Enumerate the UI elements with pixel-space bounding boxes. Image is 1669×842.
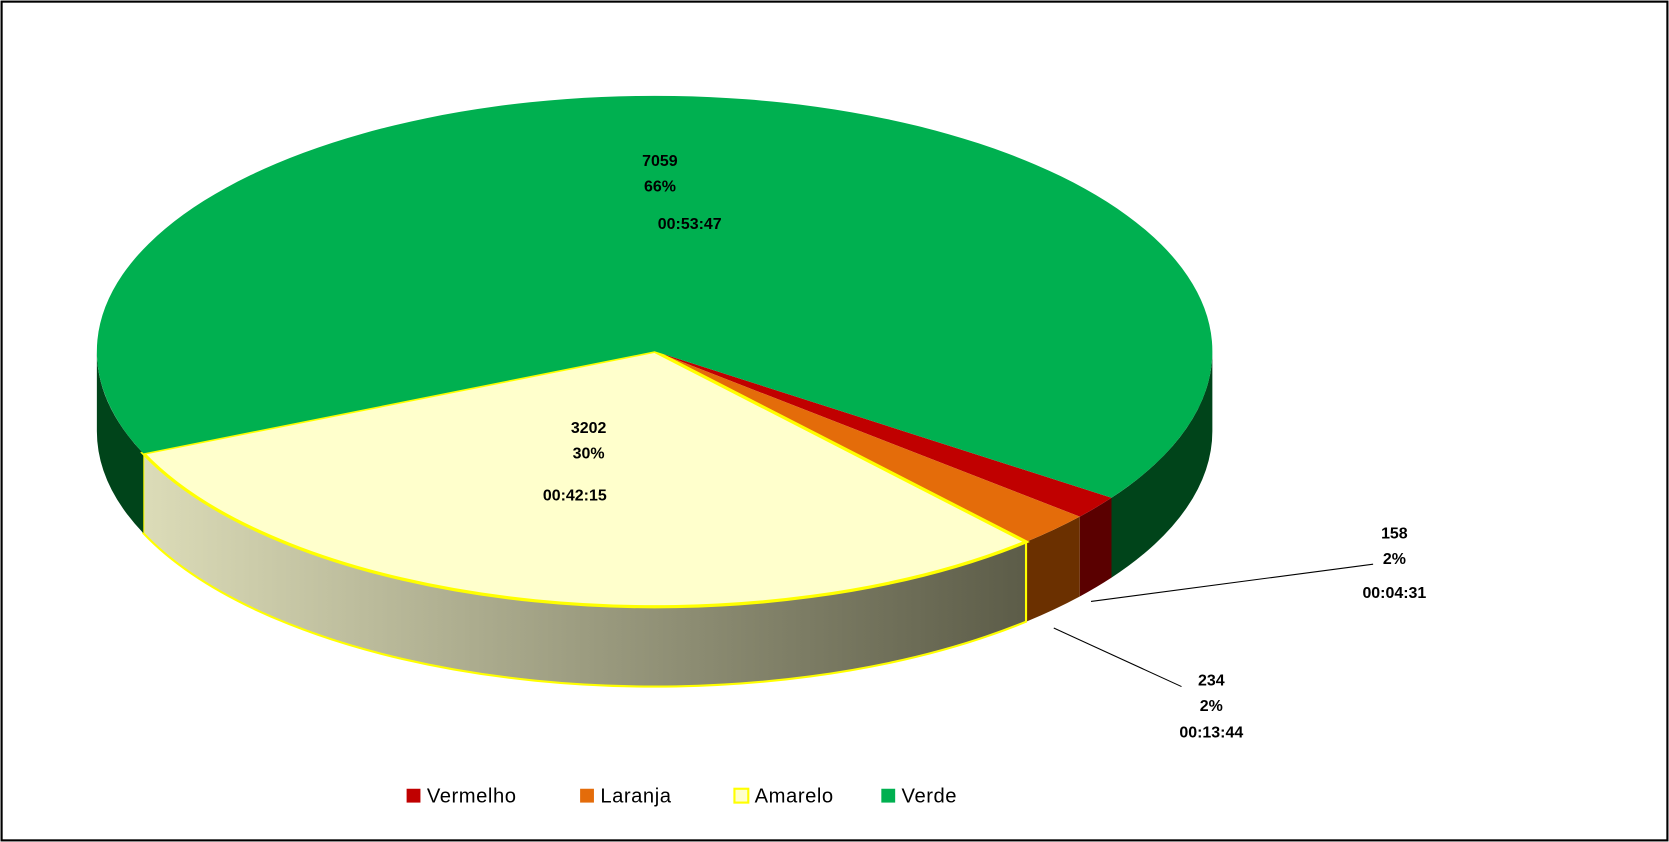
pie-wall bbox=[1111, 351, 1213, 578]
legend-swatch bbox=[406, 788, 421, 803]
percent-label: 66% bbox=[644, 179, 676, 196]
legend-label: Amarelo bbox=[755, 786, 834, 808]
legend-swatch bbox=[733, 787, 750, 804]
value-label: 7059 bbox=[642, 153, 678, 170]
pie-wall bbox=[1026, 516, 1080, 622]
pie-slice bbox=[96, 95, 1213, 498]
pie-slice bbox=[654, 351, 1080, 542]
pie-slice bbox=[140, 349, 1030, 609]
percent-label: 2% bbox=[1383, 551, 1406, 568]
legend-label: Vermelho bbox=[427, 786, 517, 808]
value-label: 234 bbox=[1198, 672, 1225, 689]
duration-label: 00:13:44 bbox=[1179, 725, 1243, 742]
legend-label: Laranja bbox=[600, 786, 671, 808]
leader-line bbox=[1090, 563, 1374, 602]
legend-swatch bbox=[580, 788, 594, 803]
value-label: 158 bbox=[1381, 526, 1408, 543]
duration-label: 00:04:31 bbox=[1362, 585, 1426, 602]
value-label: 3202 bbox=[571, 420, 607, 437]
duration-label: 00:42:15 bbox=[543, 487, 607, 504]
legend-swatch bbox=[881, 788, 896, 803]
percent-label: 30% bbox=[573, 446, 605, 463]
leader-line bbox=[1053, 627, 1182, 688]
pie-wall bbox=[96, 351, 144, 534]
legend-label: Verde bbox=[902, 786, 958, 808]
pie-wall bbox=[1079, 497, 1112, 597]
duration-label: 00:53:47 bbox=[658, 216, 722, 233]
pie-slice bbox=[654, 351, 1112, 517]
percent-label: 2% bbox=[1200, 698, 1223, 715]
